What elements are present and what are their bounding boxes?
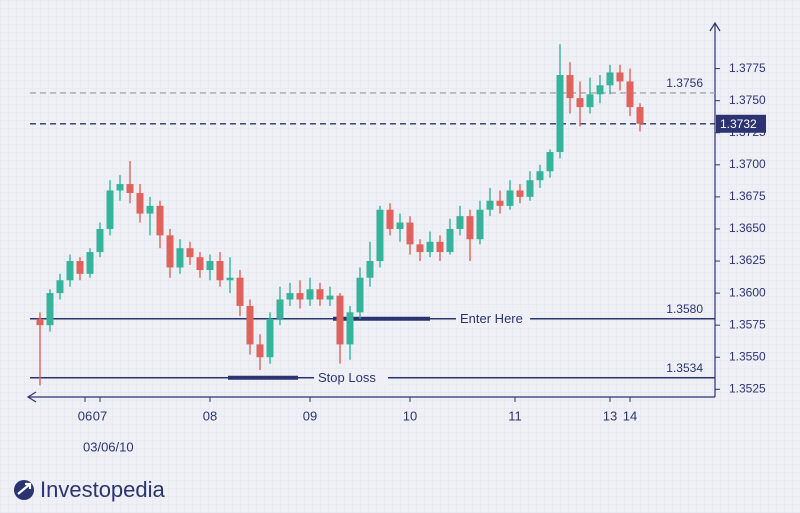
candle-body: [226, 277, 234, 281]
level-text: Stop Loss: [318, 370, 376, 385]
candle-body: [556, 75, 564, 152]
candle-body: [436, 241, 444, 253]
candle-body: [356, 277, 364, 313]
x-tick-label: 07: [93, 408, 107, 423]
candle-body: [546, 151, 554, 172]
logo: [14, 480, 34, 500]
candle-body: [396, 222, 404, 229]
candle-body: [626, 81, 634, 108]
candle-body: [66, 261, 74, 281]
y-tick-label: 1.3750: [729, 93, 766, 107]
candle-body: [616, 72, 624, 82]
candle-body: [476, 209, 484, 240]
candle-body: [486, 200, 494, 210]
candle-body: [516, 190, 524, 197]
candle-body: [216, 261, 224, 281]
candle-body: [536, 171, 544, 181]
candle-body: [146, 205, 154, 214]
level-box: [716, 114, 766, 133]
candle-body: [156, 205, 164, 236]
candle-body: [446, 228, 454, 253]
candle-body: [346, 312, 354, 345]
level-text-bg: [314, 369, 388, 386]
candle-body: [136, 193, 144, 214]
candle-body: [636, 107, 644, 124]
candle-body: [366, 261, 374, 278]
candle-body: [176, 248, 184, 268]
x-tick-label: 06: [78, 408, 92, 423]
candle-body: [606, 72, 614, 86]
level-label: 1.3732: [720, 117, 757, 131]
y-tick-label: 1.3525: [729, 381, 766, 395]
y-tick-label: 1.3600: [729, 285, 766, 299]
y-tick-label: 1.3775: [729, 61, 766, 75]
candle-body: [496, 200, 504, 206]
candle-body: [266, 318, 274, 358]
y-tick-label: 1.3650: [729, 221, 766, 235]
brand: Investopedia: [40, 477, 166, 502]
candle-body: [186, 248, 194, 258]
candle-body: [576, 98, 584, 108]
candle-body: [586, 94, 594, 108]
y-tick-label: 1.3675: [729, 189, 766, 203]
candle-body: [256, 344, 264, 358]
candle-body: [416, 244, 424, 253]
candle-body: [96, 228, 104, 253]
y-tick-label: 1.3575: [729, 317, 766, 331]
candle-body: [426, 241, 434, 253]
y-tick-label: 1.3550: [729, 349, 766, 363]
candle-body: [86, 252, 94, 274]
level-label: 1.3756: [666, 76, 703, 90]
x-tick-label: 08: [203, 408, 217, 423]
candle-body: [236, 277, 244, 306]
y-tick-label: 1.3700: [729, 157, 766, 171]
candle-body: [326, 295, 334, 300]
level-text: Enter Here: [460, 311, 523, 326]
candle-body: [166, 235, 174, 268]
x-tick-label: 11: [508, 408, 522, 423]
level-text-bg: [456, 310, 530, 327]
candle-body: [376, 209, 384, 262]
candle-body: [56, 280, 64, 294]
level-label: 1.3580: [666, 302, 703, 316]
candle-body: [126, 184, 134, 194]
candle-body: [526, 180, 534, 197]
x-tick-label: 09: [303, 408, 317, 423]
candle-body: [466, 216, 474, 240]
x-tick-label: 10: [403, 408, 417, 423]
candle-body: [246, 305, 254, 345]
candle-body: [76, 261, 84, 274]
candle-body: [506, 190, 514, 206]
x-tick-label: 13: [603, 408, 617, 423]
candle-body: [336, 295, 344, 345]
candle-body: [306, 289, 314, 300]
candle-body: [276, 299, 284, 319]
candle-body: [316, 289, 324, 300]
x-tick-label: 14: [623, 408, 637, 423]
candle-body: [386, 209, 394, 229]
y-axis-arrow: [709, 21, 721, 32]
candle-body: [456, 216, 464, 229]
candle-body: [36, 318, 44, 326]
candle-body: [116, 184, 124, 191]
candle-body: [196, 257, 204, 271]
candle-body: [596, 85, 604, 95]
candle-body: [206, 261, 214, 271]
candle-body: [566, 75, 574, 99]
candle-body: [106, 190, 114, 229]
date-label: 03/06/10: [83, 439, 134, 454]
y-tick-label: 1.3625: [729, 253, 766, 267]
level-label: 1.3534: [666, 361, 703, 375]
x-axis-arrow: [26, 391, 37, 403]
candle-body: [406, 222, 414, 245]
candle-body: [296, 293, 304, 300]
candle-body: [286, 293, 294, 300]
candle-body: [46, 293, 54, 326]
